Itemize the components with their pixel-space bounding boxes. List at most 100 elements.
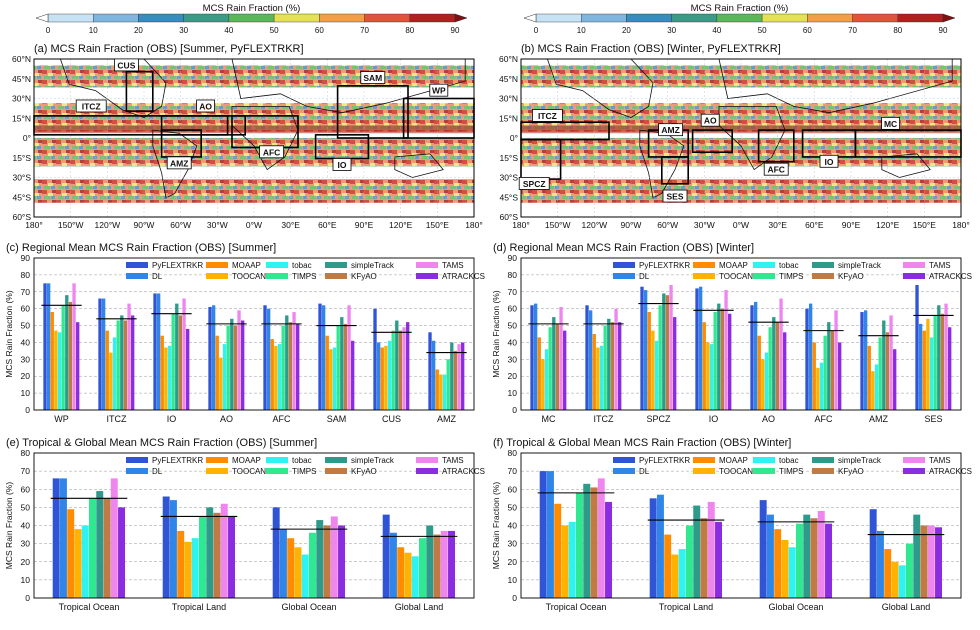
bar: [404, 552, 412, 598]
coastline: [59, 58, 167, 118]
x-tick-label: SPCZ: [646, 414, 671, 424]
region-label-box: [662, 189, 688, 203]
bar: [301, 554, 309, 598]
legend-swatch: [812, 262, 834, 268]
lat-label: 30°N: [12, 94, 31, 104]
colorbar-segment: [761, 13, 808, 23]
x-tick-label: IO: [167, 414, 177, 424]
bar: [387, 340, 392, 410]
colorbar-tick-label: 70: [848, 26, 857, 35]
y-tick-label: 60: [508, 304, 518, 314]
bar: [834, 310, 838, 410]
bar: [915, 285, 919, 410]
x-tick-label: MC: [542, 414, 556, 424]
bar: [323, 525, 331, 598]
bar: [206, 507, 214, 598]
bar: [171, 313, 175, 410]
bar: [439, 374, 443, 410]
bar: [101, 298, 106, 410]
legend-swatch: [753, 262, 775, 268]
legend-label: PyFLEXTRKR: [639, 456, 690, 465]
legend-swatch: [613, 262, 635, 268]
bar: [338, 525, 345, 598]
legend-label: TIMPS: [292, 467, 316, 476]
x-tick-label: Global Land: [882, 602, 931, 612]
bar: [530, 305, 534, 410]
lon-label: 90°E: [842, 220, 861, 230]
y-tick-label: 60: [21, 304, 31, 314]
bar: [720, 308, 725, 410]
bar: [610, 322, 615, 410]
bar: [882, 320, 886, 410]
lon-label: 180°: [465, 220, 483, 230]
lat-label: 45°N: [12, 74, 31, 84]
y-tick-label: 0: [25, 405, 30, 415]
bar: [215, 335, 219, 410]
region-box: [125, 70, 154, 112]
lon-label: 150°W: [58, 220, 84, 230]
region-label: AO: [199, 101, 212, 111]
bar: [435, 369, 439, 410]
bar: [603, 325, 607, 410]
colorbar-tick-label: 80: [893, 26, 902, 35]
chart-title: (e) Tropical & Global Mean MCS Rain Frac…: [6, 437, 317, 449]
bar: [651, 330, 655, 410]
region-label: IO: [338, 160, 347, 170]
legend-label: ATRACKCS: [442, 467, 485, 476]
bar: [698, 286, 703, 410]
legend-swatch: [206, 262, 228, 268]
legend-swatch: [416, 262, 438, 268]
colorbar-segment: [409, 13, 456, 23]
bar: [309, 532, 316, 598]
bar-charts: (c) Regional Mean MCS Rain Fraction (OBS…: [4, 242, 972, 612]
bar: [167, 345, 172, 410]
region-label-box: [518, 176, 550, 190]
bar: [920, 525, 928, 598]
legend-label: MOAAP: [719, 456, 748, 465]
bar: [382, 514, 390, 598]
bar: [153, 293, 157, 410]
bar: [59, 478, 67, 598]
legend-label: tobac: [779, 261, 799, 270]
y-tick-label: 30: [508, 354, 518, 364]
bar: [332, 347, 337, 410]
bar: [296, 323, 300, 410]
y-tick-label: 80: [21, 448, 31, 458]
x-tick-label: Global Ocean: [768, 602, 823, 612]
bar: [935, 527, 942, 598]
bar: [433, 534, 441, 598]
lon-label: 90°E: [355, 220, 374, 230]
legend-label: ATRACKCS: [929, 272, 972, 281]
colorbar-tick-label: 30: [667, 26, 676, 35]
x-tick-label: ITCZ: [107, 414, 127, 424]
bar: [266, 308, 271, 410]
bar: [933, 315, 937, 410]
plot-frame: [520, 257, 962, 411]
legend-label: PyFLEXTRKR: [152, 261, 203, 270]
colorbars: MCS Rain Fraction (%) 0 10 20 30 40 50 60 70 80 90…: [35, 3, 956, 35]
colorbar-extend-high: [454, 13, 468, 23]
colorbar-segment: [93, 13, 139, 23]
colorbar-segment: [535, 13, 582, 23]
bar: [343, 323, 348, 410]
bar: [340, 317, 344, 410]
bar: [539, 471, 547, 598]
bar: [717, 303, 721, 410]
bar: [533, 303, 538, 410]
bar: [46, 283, 51, 410]
bar: [50, 312, 54, 410]
bar: [118, 507, 125, 598]
region-label-box: [881, 116, 900, 130]
bar: [863, 310, 868, 410]
legend-swatch: [753, 457, 775, 463]
region-label: IO: [825, 157, 834, 167]
region-label: WP: [432, 86, 446, 96]
colorbar-tick-label: 0: [46, 26, 51, 35]
y-tick-label: 80: [508, 448, 518, 458]
legend-swatch: [416, 457, 438, 463]
bar: [398, 330, 403, 410]
y-tick-label: 0: [512, 593, 517, 603]
legend-swatch: [753, 468, 775, 474]
region-label-box: [114, 58, 139, 72]
bar: [294, 547, 302, 598]
